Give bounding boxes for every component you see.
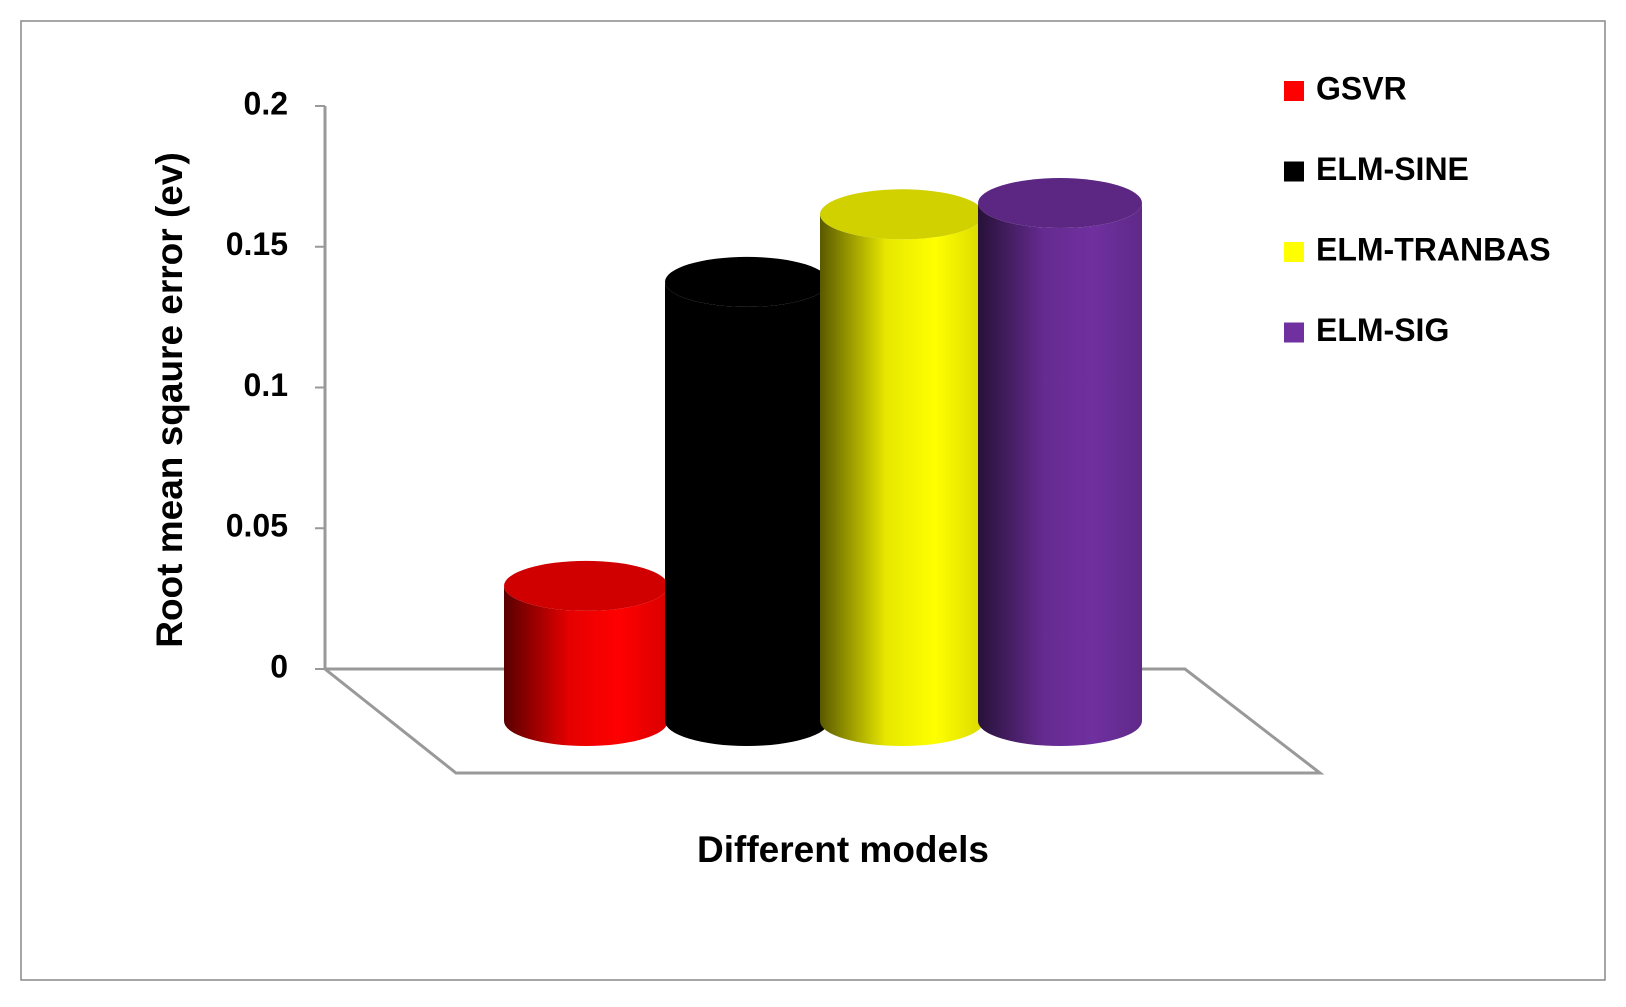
bar-top bbox=[504, 560, 668, 611]
y-tick-label: 0.05 bbox=[226, 508, 288, 544]
y-tick-label: 0 bbox=[270, 648, 288, 684]
legend-label: ELM-TRANBAS bbox=[1316, 231, 1551, 267]
y-tick-label: 0.1 bbox=[244, 367, 288, 403]
bar bbox=[665, 281, 829, 746]
y-tick-label: 0.2 bbox=[244, 85, 288, 121]
legend-swatch bbox=[1284, 161, 1304, 182]
y-tick-label: 0.15 bbox=[226, 226, 288, 262]
bar-top bbox=[820, 189, 984, 240]
bar-top bbox=[665, 256, 829, 307]
legend-label: ELM-SINE bbox=[1316, 151, 1469, 187]
legend-label: GSVR bbox=[1316, 70, 1407, 106]
bar bbox=[978, 203, 1142, 747]
legend-swatch bbox=[1284, 322, 1304, 343]
bar-top bbox=[978, 178, 1142, 229]
legend-swatch bbox=[1284, 242, 1304, 262]
legend-label: ELM-SIG bbox=[1316, 312, 1449, 348]
bar bbox=[504, 585, 668, 746]
y-axis-title: Root mean sqaure error (ev) bbox=[149, 152, 190, 648]
bar bbox=[820, 214, 984, 747]
legend-swatch bbox=[1284, 81, 1304, 101]
x-axis-title: Different models bbox=[697, 829, 989, 870]
